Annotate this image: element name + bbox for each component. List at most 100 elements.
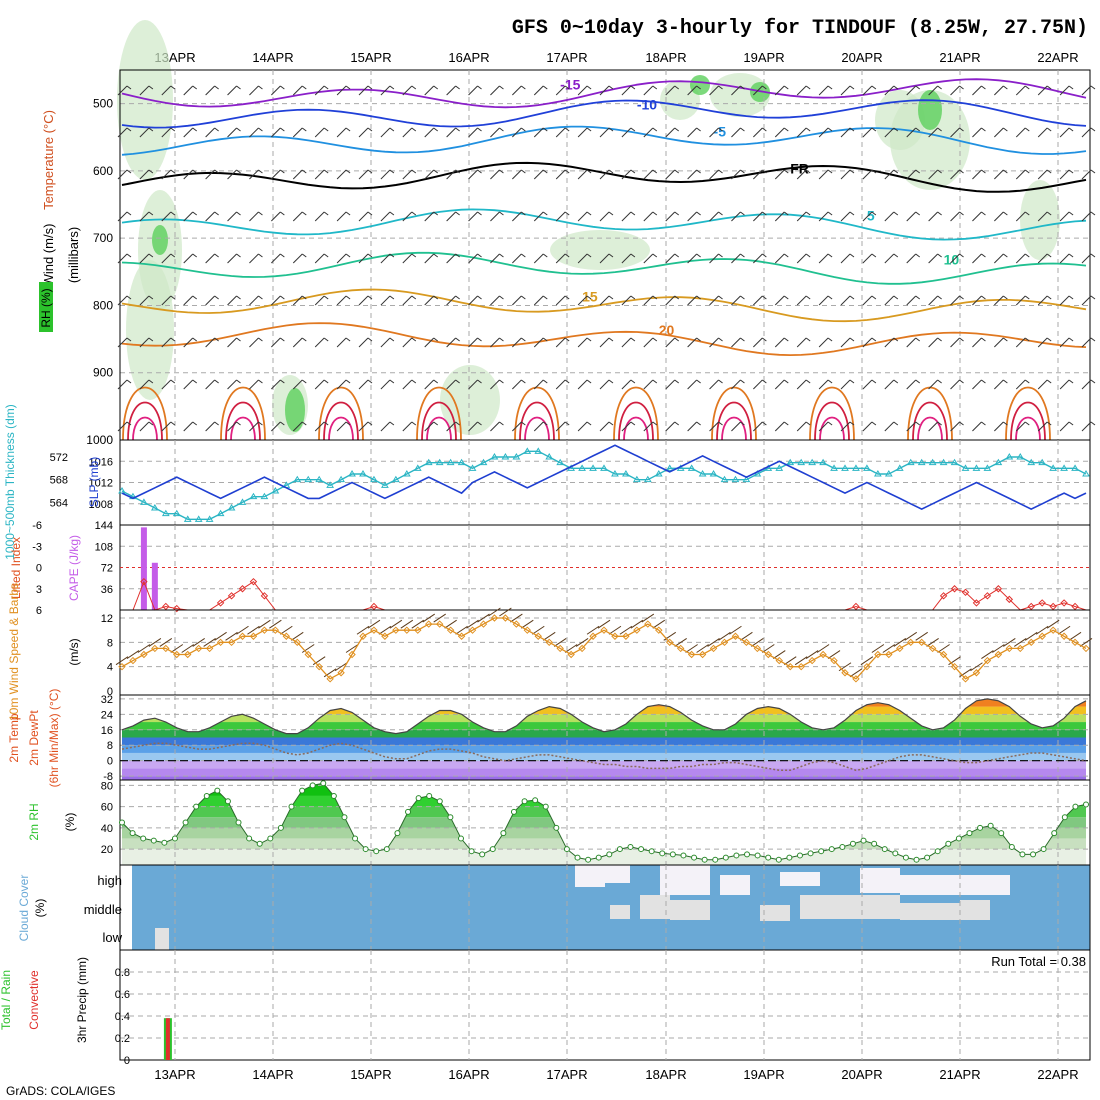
wind-barb	[915, 631, 928, 641]
wind-barb-flag	[696, 295, 701, 300]
wind-barb	[292, 379, 303, 390]
wind-barb	[687, 85, 697, 96]
wind-barb	[818, 211, 829, 222]
wind-speed-marker	[720, 638, 729, 647]
wind-barb-flag	[542, 295, 548, 300]
wind-barb	[772, 650, 786, 659]
wind-barb	[928, 253, 938, 264]
wind-barb	[161, 253, 172, 264]
wind-barb-flag	[586, 337, 592, 342]
wind-barb-flag	[959, 253, 964, 258]
temp-band	[120, 695, 1090, 699]
wind-barb	[292, 253, 303, 264]
wind-barb-flag	[1003, 421, 1008, 426]
wind-barb	[227, 211, 237, 222]
wind-barb	[608, 625, 622, 635]
wind-barb	[446, 169, 456, 180]
wind-barb	[796, 421, 807, 432]
wind-speed-marker	[885, 650, 893, 659]
wind-barb	[840, 211, 851, 222]
wind-barb	[290, 631, 304, 641]
wind-barb-flag	[1090, 169, 1096, 174]
wind-barb-flag	[411, 253, 417, 258]
wind-barb-flag	[937, 169, 942, 174]
wind-barb	[621, 253, 632, 264]
wind-barb-flag	[805, 253, 811, 258]
wind-barb-flag	[236, 169, 241, 174]
wind-barb-flag	[586, 253, 592, 258]
wind-speed-marker	[457, 632, 466, 640]
wind-barb-flag	[433, 169, 439, 174]
wind-barb-flag	[696, 169, 701, 174]
wind-speed-marker	[578, 644, 586, 653]
wind-barb-flag	[696, 253, 701, 258]
wind-barb	[904, 631, 918, 641]
wind-barb	[862, 379, 873, 390]
ylabel-cape: CAPE (J/kg)	[67, 535, 81, 601]
wind-barb	[1015, 253, 1026, 264]
wind-speed-marker	[194, 644, 203, 653]
ylabel-total-rain: Total / Rain	[0, 970, 13, 1030]
wind-barb-flag	[893, 169, 899, 174]
bottom-xtick-label: 22APR	[1037, 1067, 1078, 1082]
wind-barb	[599, 337, 610, 348]
wind-barb-flag	[827, 127, 833, 132]
wind-barb	[862, 337, 873, 348]
wind-barb-flag	[367, 379, 373, 384]
wind-barb	[424, 421, 435, 432]
rh-marker	[193, 803, 200, 810]
rh-marker	[150, 837, 157, 844]
wind-barb	[906, 127, 917, 138]
rh-marker	[563, 846, 570, 853]
wind-barb	[1037, 211, 1048, 222]
wind-barb	[796, 379, 807, 390]
ylabel-slp: SLP (mb)	[87, 457, 101, 507]
ytick-label: 8	[107, 740, 113, 752]
rh-marker	[436, 798, 443, 805]
wind-barb	[796, 253, 807, 264]
wind-speed-marker	[403, 626, 411, 634]
wind-barb	[378, 625, 392, 635]
wind-barb-flag	[630, 253, 636, 258]
wind-barb	[621, 421, 632, 432]
wind-speed-marker	[326, 675, 334, 683]
wind-barb	[665, 169, 676, 180]
ylabel-wind-units: (m/s)	[67, 638, 81, 665]
wind-barb	[358, 379, 369, 390]
wind-barb-flag	[981, 421, 986, 426]
wind-barb	[490, 337, 500, 348]
wind-barb	[247, 625, 260, 635]
rh-band	[122, 783, 1086, 796]
wind-speed-marker	[950, 662, 959, 671]
wind-barb	[183, 127, 194, 138]
bottom-xtick-label: 19APR	[743, 1067, 784, 1082]
wind-barb-flag	[323, 169, 329, 174]
thickness-marker	[315, 475, 324, 483]
wind-barb	[621, 127, 632, 138]
wind-barb	[1059, 379, 1070, 390]
ytick-left-label: 6	[36, 605, 42, 617]
rh-marker	[691, 854, 698, 861]
wind-barb-flag	[389, 295, 395, 300]
wind-barb	[553, 638, 567, 647]
wind-barb-flag	[1046, 421, 1052, 426]
wind-barb-flag	[1003, 127, 1008, 132]
ytick-label: 700	[93, 231, 113, 245]
bottom-xtick-label: 15APR	[350, 1067, 391, 1082]
high-cloud-block	[660, 865, 710, 895]
wind-barb	[161, 295, 172, 306]
wind-speed-marker	[173, 650, 181, 659]
ytick-label: 1000	[86, 433, 113, 447]
wind-speed-marker	[271, 626, 280, 634]
wind-barb	[424, 211, 435, 222]
wind-barb-flag	[740, 337, 745, 342]
wind-barb	[774, 379, 785, 390]
lifted-index-marker	[227, 592, 236, 600]
thickness-marker	[216, 509, 225, 517]
wind-barb	[718, 631, 731, 641]
wind-barb	[972, 379, 982, 390]
thickness-marker	[687, 464, 696, 471]
wind-barb-flag	[323, 253, 329, 258]
wind-barb-flag	[455, 127, 460, 132]
wind-barb	[643, 379, 654, 390]
